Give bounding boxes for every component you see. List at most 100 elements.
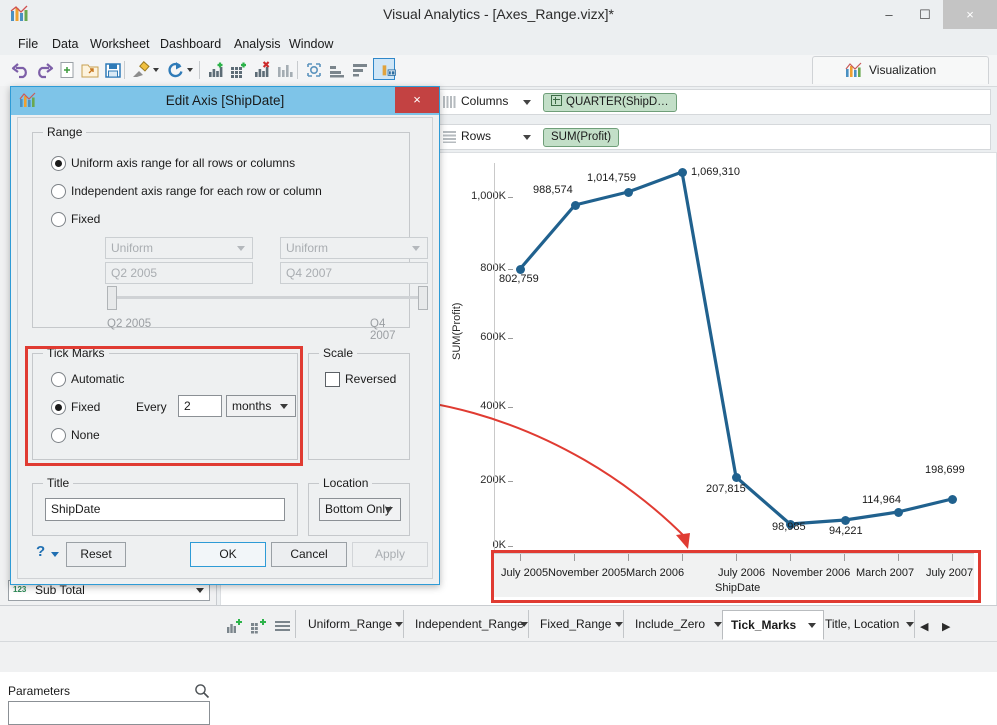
tab-fixed-range[interactable]: Fixed_Range: [532, 610, 630, 638]
new-worksheet-icon[interactable]: [226, 618, 244, 634]
tab-nav-next-icon[interactable]: ▶: [942, 621, 951, 633]
rows-chevron-down-icon[interactable]: [523, 135, 531, 140]
radio-fixed-range[interactable]: [51, 212, 66, 227]
help-button[interactable]: ?: [36, 543, 46, 560]
pill-columns-quarter-shipdate[interactable]: QUARTER(ShipD…: [543, 93, 677, 112]
tick-unit-select[interactable]: months: [226, 395, 296, 417]
chevron-down-icon[interactable]: [385, 507, 393, 512]
search-icon[interactable]: [194, 683, 210, 699]
radio-uniform-axis-range[interactable]: [51, 156, 66, 171]
radio-independent-axis-range[interactable]: [51, 184, 66, 199]
reset-button[interactable]: Reset: [66, 542, 126, 567]
menu-analysis[interactable]: Analysis: [234, 37, 281, 51]
data-point-5[interactable]: [731, 472, 741, 482]
radio-tick-fixed[interactable]: [51, 400, 66, 415]
dialog-title-bar[interactable]: Edit Axis [ShipDate] ×: [11, 87, 439, 115]
close-button[interactable]: ×: [943, 0, 997, 29]
menu-file[interactable]: File: [18, 37, 39, 51]
range-slider-handle-left[interactable]: [107, 286, 117, 310]
chart-app-icon: [19, 92, 37, 109]
sort-descending-icon[interactable]: [349, 59, 371, 81]
add-measure-icon[interactable]: [205, 59, 227, 81]
refresh-icon[interactable]: [164, 59, 186, 81]
location-select[interactable]: Bottom Only: [319, 498, 401, 521]
radio-tick-none[interactable]: [51, 428, 66, 443]
sort-ascending-icon[interactable]: [326, 59, 348, 81]
range-slider-handle-right[interactable]: [418, 286, 428, 310]
tick-marks-group-legend: Tick Marks: [43, 346, 109, 360]
show-me-icon[interactable]: [373, 58, 396, 80]
chevron-down-icon[interactable]: [520, 622, 528, 627]
minimize-button[interactable]: –: [885, 7, 893, 22]
tab-tick-marks[interactable]: Tick_Marks: [722, 610, 824, 640]
data-point-7[interactable]: [840, 515, 850, 525]
maximize-button[interactable]: ☐: [919, 7, 931, 22]
columns-chevron-down-icon[interactable]: [523, 100, 531, 105]
rows-shelf[interactable]: Rows SUM(Profit): [436, 124, 991, 150]
remove-field-icon[interactable]: [251, 59, 273, 81]
tab-include-zero[interactable]: Include_Zero: [627, 610, 729, 638]
new-dashboard-icon[interactable]: [250, 618, 268, 634]
cancel-button[interactable]: Cancel: [271, 542, 347, 567]
ok-button[interactable]: OK: [190, 542, 266, 567]
undo-icon[interactable]: [10, 59, 32, 81]
redo-icon[interactable]: [33, 59, 55, 81]
chevron-down-icon[interactable]: [395, 622, 403, 627]
menu-dashboard[interactable]: Dashboard: [160, 37, 222, 51]
chevron-down-icon[interactable]: [237, 246, 245, 251]
clear-sheet-dropdown-icon[interactable]: [153, 68, 159, 72]
tab-title-location[interactable]: Title, Location: [817, 610, 921, 638]
checkbox-reversed[interactable]: [325, 372, 340, 387]
menu-window[interactable]: Window: [289, 37, 334, 51]
range-start-input[interactable]: Q2 2005: [105, 262, 253, 284]
data-point-6[interactable]: [785, 519, 795, 529]
dialog-close-button[interactable]: ×: [395, 87, 439, 113]
sort-bars-icon[interactable]: [274, 59, 296, 81]
tab-uniform-range[interactable]: Uniform_Range: [300, 610, 410, 638]
range-slider-track[interactable]: [111, 296, 422, 299]
pill-rows-sum-profit[interactable]: SUM(Profit): [543, 128, 620, 147]
chevron-down-icon[interactable]: [714, 622, 722, 627]
tab-independent-range[interactable]: Independent_Range: [407, 610, 535, 638]
chevron-down-icon[interactable]: [280, 404, 288, 409]
data-point-4[interactable]: [677, 167, 687, 177]
menu-worksheet[interactable]: Worksheet: [90, 37, 150, 51]
chevron-down-icon[interactable]: [808, 623, 816, 628]
menu-data[interactable]: Data: [52, 37, 79, 51]
data-point-1[interactable]: [515, 264, 525, 274]
y-tick-mark-800k: [508, 269, 513, 270]
parameters-search-box[interactable]: [8, 701, 210, 725]
expand-plus-icon[interactable]: [551, 95, 562, 106]
parameters-search-input[interactable]: [9, 702, 209, 724]
chevron-down-icon[interactable]: [615, 622, 623, 627]
visualization-tab[interactable]: Visualization: [812, 56, 989, 84]
columns-shelf[interactable]: Columns QUARTER(ShipD…: [436, 89, 991, 115]
data-point-3[interactable]: [623, 187, 633, 197]
new-sheet-icon[interactable]: [56, 59, 78, 81]
chevron-down-icon[interactable]: [412, 246, 420, 251]
add-dimension-icon[interactable]: [228, 59, 250, 81]
axis-title-input[interactable]: ShipDate: [45, 498, 285, 521]
chart-app-icon: [10, 5, 30, 23]
radio-tick-automatic[interactable]: [51, 372, 66, 387]
open-folder-icon[interactable]: [79, 59, 101, 81]
data-point-8[interactable]: [893, 507, 903, 517]
chevron-down-icon[interactable]: [196, 588, 204, 593]
tab-nav-prev-icon[interactable]: ◀: [920, 621, 929, 633]
chevron-down-icon[interactable]: [906, 622, 914, 627]
help-dropdown-icon[interactable]: [51, 552, 59, 557]
data-point-9[interactable]: [947, 494, 957, 504]
new-story-icon[interactable]: [274, 618, 292, 634]
range-end-select[interactable]: Uniform: [280, 237, 428, 259]
save-icon[interactable]: [102, 59, 124, 81]
range-end-select-value: Uniform: [286, 241, 329, 255]
tick-every-input[interactable]: 2: [178, 395, 222, 417]
highlight-icon[interactable]: [303, 59, 325, 81]
clear-sheet-icon[interactable]: [130, 59, 152, 81]
x-tick-label-3: March 2006: [626, 567, 685, 579]
data-point-2[interactable]: [570, 200, 580, 210]
range-start-select[interactable]: Uniform: [105, 237, 253, 259]
field-sub-total[interactable]: 123 Sub Total: [8, 580, 210, 601]
range-end-input[interactable]: Q4 2007: [280, 262, 428, 284]
refresh-dropdown-icon[interactable]: [187, 68, 193, 72]
